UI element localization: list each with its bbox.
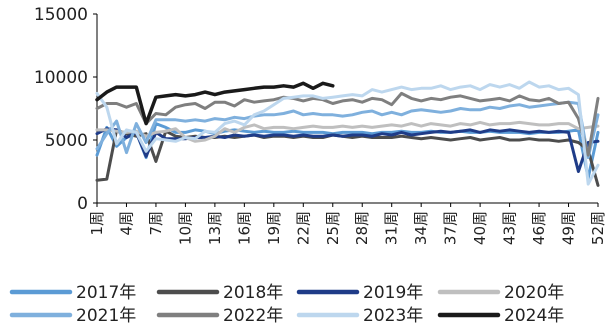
legend-label: 2022年 xyxy=(223,306,283,326)
series-line-2024年 xyxy=(95,81,335,126)
legend-label: 2017年 xyxy=(76,283,136,303)
x-axis-ticks: 1周 4周 7周 10周 13周 16周 19周 22周 25周 28周 31周 34周 37周 40周 4… xyxy=(88,203,607,245)
x-tick-label: 7周 xyxy=(147,211,165,236)
legend-label: 2023年 xyxy=(363,306,423,326)
series-line-2021年 xyxy=(95,100,600,160)
x-tick-label: 43周 xyxy=(501,211,519,245)
legend-label: 2019年 xyxy=(363,283,423,303)
x-tick-label: 13周 xyxy=(206,211,224,245)
series-line-2020年 xyxy=(95,120,600,143)
legend: 2017年 2018年 2019年 2020年 2021年 2022年 2023年 2024年 xyxy=(9,283,564,326)
legend-label: 2018年 xyxy=(223,283,283,303)
y-tick-label: 15000 xyxy=(34,5,88,25)
x-tick-label: 49周 xyxy=(560,211,578,245)
y-tick-label: 5000 xyxy=(45,131,88,151)
legend-label: 2021年 xyxy=(76,306,136,326)
x-tick-label: 16周 xyxy=(235,211,253,245)
x-tick-label: 40周 xyxy=(471,211,489,245)
series-line-2022年 xyxy=(95,91,600,157)
y-tick-label: 0 xyxy=(77,194,88,214)
x-tick-label: 37周 xyxy=(442,211,460,245)
x-tick-label: 4周 xyxy=(117,211,135,236)
y-axis-ticks: 0 5000 10000 15000 xyxy=(34,5,97,214)
series-line-2023年 xyxy=(95,80,600,186)
x-tick-label: 46周 xyxy=(530,211,548,245)
x-tick-label: 19周 xyxy=(265,211,283,245)
x-tick-label: 31周 xyxy=(383,211,401,245)
series-lines xyxy=(95,80,600,187)
x-tick-label: 22周 xyxy=(294,211,312,245)
y-tick-label: 10000 xyxy=(34,68,88,88)
x-tick-label: 1周 xyxy=(88,211,106,236)
x-tick-label: 25周 xyxy=(324,211,342,245)
x-tick-label: 52周 xyxy=(589,211,607,245)
x-tick-label: 10周 xyxy=(176,211,194,245)
legend-label: 2020年 xyxy=(504,283,564,303)
x-tick-label: 28周 xyxy=(353,211,371,245)
legend-label: 2024年 xyxy=(504,306,564,326)
x-tick-label: 34周 xyxy=(412,211,430,245)
